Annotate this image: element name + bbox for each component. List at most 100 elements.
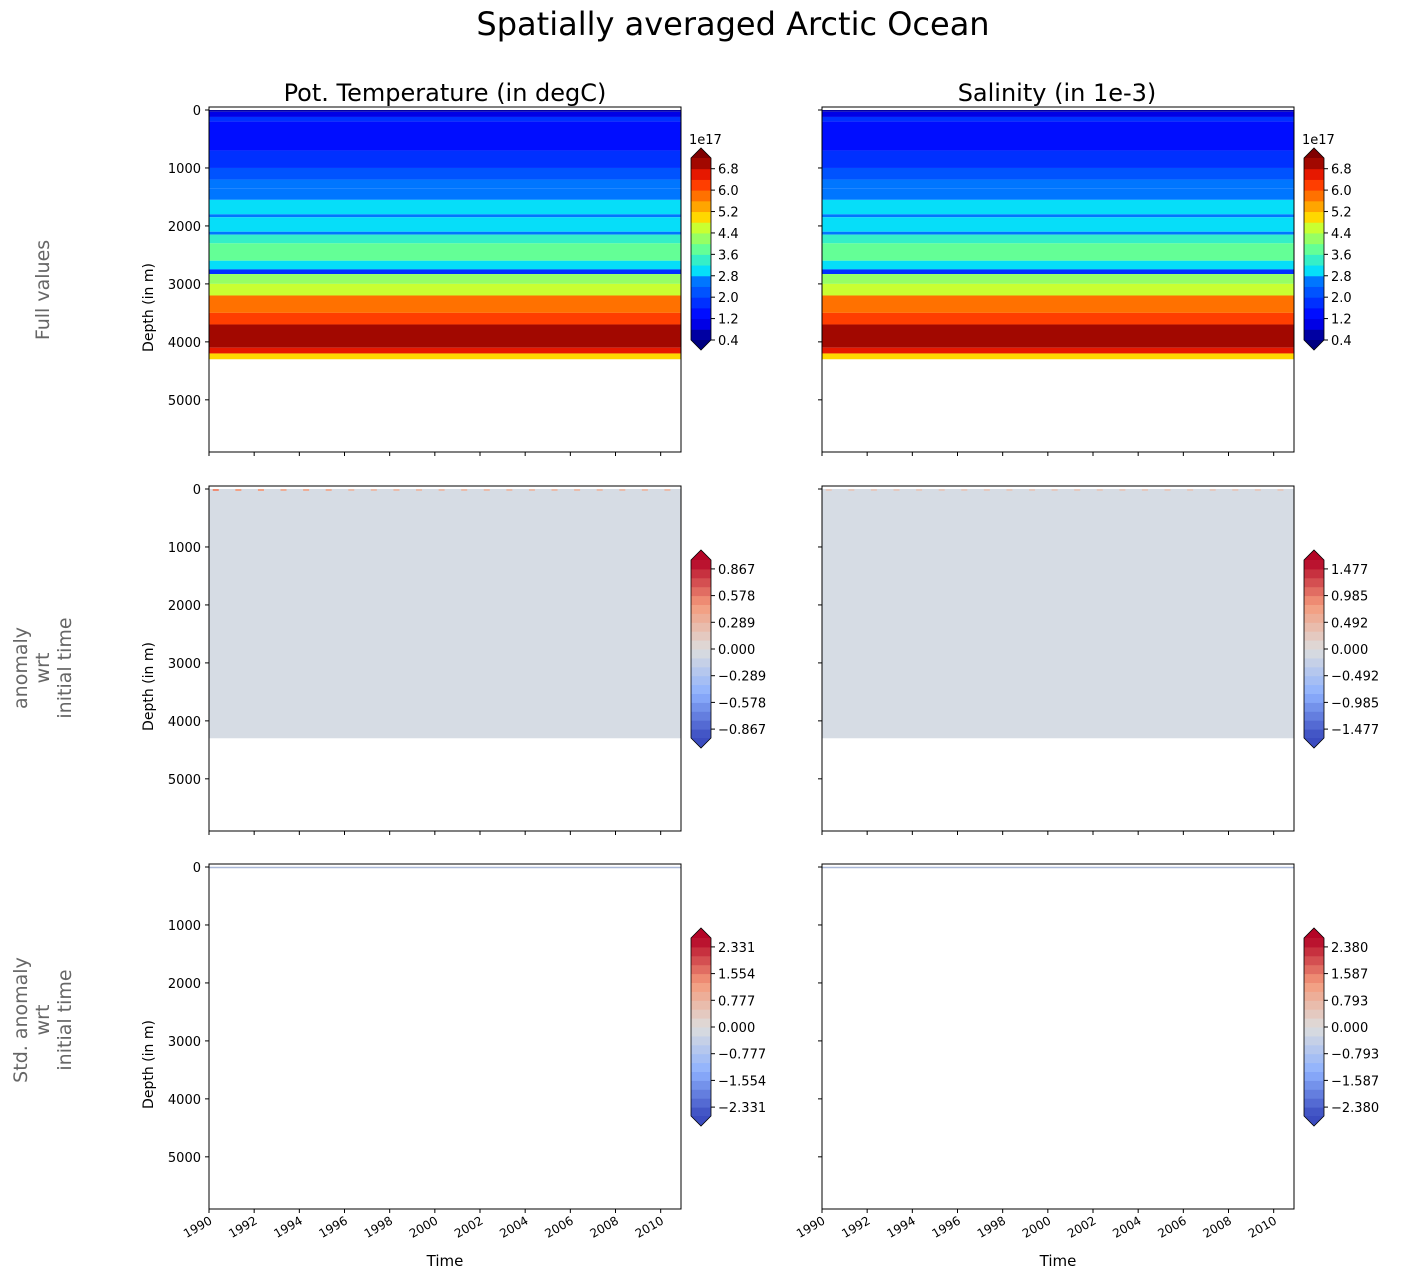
colorbar-band — [691, 1098, 711, 1108]
surface-anomaly — [1119, 489, 1126, 491]
colorbar-band — [691, 1071, 711, 1081]
colorbar-tick-label: 0.578 — [718, 590, 755, 605]
surface-anomaly — [235, 489, 242, 491]
colorbar-band — [1304, 286, 1324, 298]
colorbar-band — [1304, 1044, 1324, 1055]
x-tick-label: 2002 — [452, 1213, 485, 1240]
depth-band — [209, 179, 681, 189]
colorbar-tick-label: 0.867 — [718, 563, 755, 578]
colorbar-tick-label: 1.587 — [1331, 968, 1368, 983]
colorbar-tick-label: 4.4 — [718, 227, 739, 242]
colorbar-extend-max — [691, 148, 711, 158]
colorbar-band — [691, 568, 711, 579]
depth-band — [822, 199, 1294, 215]
colorbar-band — [1304, 657, 1324, 668]
colorbar-band — [1304, 613, 1324, 623]
colorbar-band — [1304, 1027, 1324, 1037]
colorbar-band — [691, 1062, 711, 1072]
colorbar-band — [691, 179, 711, 191]
surface-anomaly — [551, 489, 558, 491]
axes-frame — [821, 863, 1295, 1210]
depth-band — [822, 234, 1294, 244]
x-tick-label: 2008 — [1201, 1213, 1234, 1240]
anomaly-field — [209, 489, 681, 739]
surface-anomaly — [574, 489, 581, 491]
depth-band — [822, 353, 1294, 360]
colorbar-band — [691, 1000, 711, 1010]
depth-band — [822, 283, 1294, 296]
surface-anomaly — [393, 489, 400, 491]
colorbar-tick-label: 2.380 — [1331, 941, 1368, 956]
surface-anomaly — [483, 489, 490, 491]
colorbar-band — [1304, 595, 1324, 605]
colorbar-tick-label: 3.6 — [718, 248, 739, 263]
y-tick-label: 4000 — [168, 336, 201, 351]
colorbar-tick-label: 2.0 — [1331, 291, 1352, 306]
colorbar-tick-label: −1.477 — [1331, 723, 1379, 738]
surface-anomaly — [961, 489, 968, 491]
column-title-salinity: Salinity (in 1e-3) — [958, 79, 1157, 107]
colorbar-band — [1304, 329, 1324, 341]
axes-frame — [208, 106, 682, 453]
colorbar-band — [1304, 649, 1324, 659]
x-tick-label: 2006 — [1155, 1213, 1188, 1240]
surface-anomaly — [983, 489, 990, 491]
colorbar-band — [1304, 1107, 1324, 1117]
colorbar-band — [1304, 265, 1324, 277]
colorbar-tick-label: −0.289 — [718, 670, 766, 685]
surface-anomaly — [303, 489, 310, 491]
colorbar-band — [691, 595, 711, 605]
row-label-line: anomaly — [10, 627, 32, 709]
colorbar-band — [691, 729, 711, 739]
y-tick-label: 4000 — [168, 715, 201, 730]
colorbar-tick-label: −0.867 — [718, 723, 766, 738]
surface-anomaly — [825, 489, 832, 491]
surface-anomaly — [325, 489, 332, 491]
depth-band — [822, 231, 1294, 235]
depth-band — [209, 111, 681, 117]
colorbar-band — [1304, 568, 1324, 579]
colorbar-outline — [690, 549, 712, 749]
depth-band — [822, 217, 1294, 232]
depth-band — [209, 234, 681, 244]
row-label-2: Std. anomaly wrt initial time — [10, 957, 76, 1083]
colorbar-tick-label: 0.000 — [1331, 643, 1368, 658]
surface-anomaly — [528, 489, 535, 491]
colorbar-band — [691, 329, 711, 341]
colorbar-band — [1304, 560, 1324, 570]
panel-r1-c1: −1.477 −0.985 −0.492 0.000 0.492 0.985 1.477 — [818, 485, 1379, 835]
colorbar-tick-label: 1.554 — [718, 968, 755, 983]
depth-band — [822, 188, 1294, 200]
colorbar-band — [1304, 693, 1324, 703]
y-axis-label: Depth (in m) — [141, 1020, 157, 1109]
colorbar-band — [691, 675, 711, 686]
colorbar-band — [691, 666, 711, 677]
x-tick-label: 2000 — [1020, 1213, 1053, 1240]
colorbar-band — [691, 622, 711, 632]
depth-band — [822, 150, 1294, 168]
y-tick-label: 1000 — [168, 541, 201, 556]
surface-anomaly — [212, 489, 219, 491]
surface-anomaly — [938, 489, 945, 491]
surface-anomaly — [1029, 489, 1036, 491]
colorbar-tick-label: −2.380 — [1331, 1101, 1379, 1116]
column-title-temperature: Pot. Temperature (in degC) — [284, 79, 607, 107]
x-tick-label: 1992 — [839, 1213, 872, 1240]
colorbar-band — [1304, 243, 1324, 255]
colorbar-tick-label: 1.2 — [1331, 313, 1352, 328]
y-tick-label: 3000 — [168, 657, 201, 672]
colorbar-band — [691, 254, 711, 266]
x-tick-label: 2008 — [588, 1213, 621, 1240]
surface-anomaly — [596, 489, 603, 491]
colorbar-band — [691, 586, 711, 597]
colorbar-band — [1304, 1053, 1324, 1064]
colorbar-band — [691, 560, 711, 570]
colorbar-band — [1304, 1009, 1324, 1019]
colorbar-band — [1304, 684, 1324, 694]
surface-anomaly — [1096, 489, 1103, 491]
depth-band — [209, 116, 681, 122]
depth-band — [209, 167, 681, 180]
colorbar-extend-max — [1304, 148, 1324, 158]
colorbar-extend-min — [1304, 340, 1324, 350]
depth-band — [209, 347, 681, 354]
